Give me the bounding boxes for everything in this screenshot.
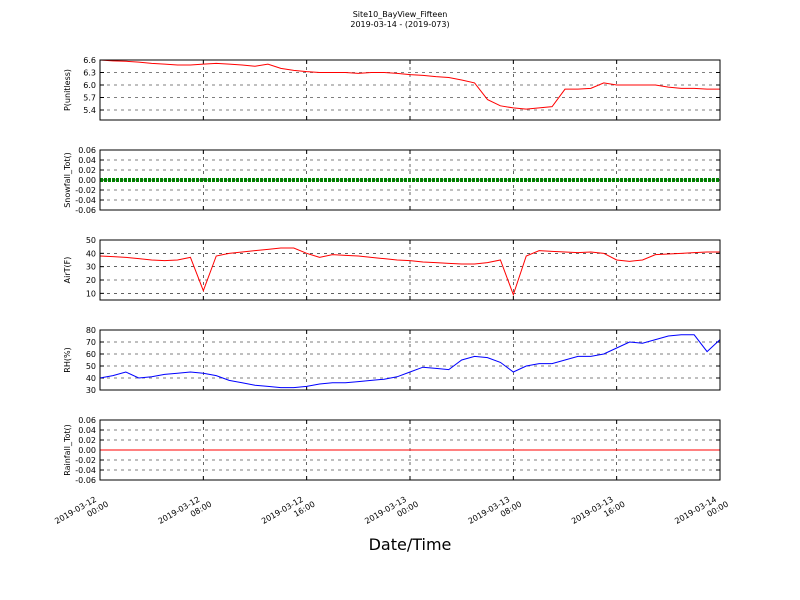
figure-subtitle: 2019-03-14 - (2019-073) (350, 20, 449, 29)
y-tick-label: 6.3 (83, 69, 96, 78)
y-tick-label: 6.0 (83, 81, 96, 90)
axes-frame (99, 329, 721, 391)
y-tick-label: -0.02 (75, 186, 96, 195)
y-tick-label: 30 (86, 386, 96, 395)
y-tick-label: 70 (86, 338, 96, 347)
y-axis-label: Rainfall_Tot() (63, 424, 72, 476)
y-tick-label: -0.04 (75, 196, 96, 205)
axes-frame (99, 149, 721, 211)
axes-frame (99, 419, 721, 481)
y-tick-label: 0.00 (78, 446, 96, 455)
y-tick-label: 50 (86, 362, 96, 371)
data-line (99, 59, 720, 110)
y-tick-label: -0.02 (75, 456, 96, 465)
y-tick-label: 5.7 (83, 94, 96, 103)
y-tick-label: 0.04 (78, 156, 96, 165)
x-axis-label: Date/Time (369, 535, 452, 554)
axes-frame (99, 239, 721, 301)
y-tick-label: 10 (86, 289, 96, 298)
y-axis-label: Snowfall_Tot() (63, 152, 72, 208)
data-line (99, 247, 720, 297)
y-axis-label: AirT(F) (63, 257, 72, 284)
y-tick-label: -0.06 (75, 476, 96, 485)
y-tick-label: 80 (86, 326, 96, 335)
y-tick-label: 0.02 (78, 436, 96, 445)
y-tick-label: 30 (86, 263, 96, 272)
y-tick-label: 0.02 (78, 166, 96, 175)
y-axis-label: RH(%) (63, 347, 72, 372)
y-tick-label: 0.04 (78, 426, 96, 435)
axes-frame (99, 59, 721, 121)
y-tick-label: 50 (86, 236, 96, 245)
y-tick-label: 0.06 (78, 146, 96, 155)
y-tick-label: 0.06 (78, 416, 96, 425)
y-tick-label: 20 (86, 276, 96, 285)
y-axis-label: P(unitless) (63, 69, 72, 111)
y-tick-label: -0.04 (75, 466, 96, 475)
y-tick-label: 5.4 (83, 106, 96, 115)
y-tick-label: 40 (86, 374, 96, 383)
y-tick-label: -0.06 (75, 206, 96, 215)
y-tick-label: 40 (86, 249, 96, 258)
y-tick-label: 6.6 (83, 56, 96, 65)
data-line (99, 334, 721, 389)
y-tick-label: 60 (86, 350, 96, 359)
figure-title: Site10_BayView_Fifteen (353, 10, 448, 19)
y-tick-label: 0.00 (78, 176, 96, 185)
